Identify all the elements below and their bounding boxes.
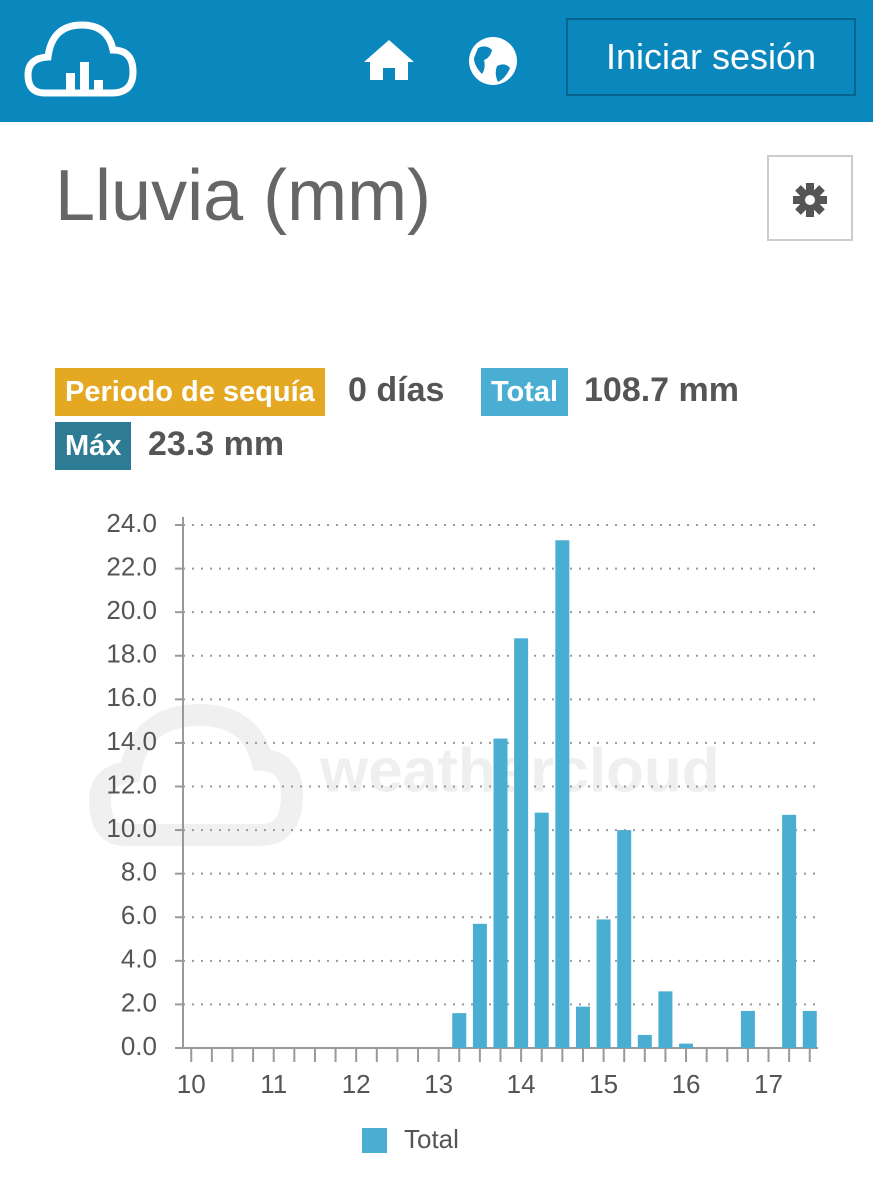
y-tick-label: 18.0 [106, 639, 157, 669]
stat-value: 0 días [348, 371, 445, 409]
bar [534, 812, 549, 1048]
y-tick-label: 8.0 [121, 857, 157, 887]
x-tick-label: 11 [260, 1069, 287, 1099]
logo-bars [66, 62, 103, 95]
legend-swatch [362, 1128, 387, 1153]
login-button[interactable]: Iniciar sesión [566, 18, 856, 96]
bar [575, 1006, 590, 1048]
y-tick-label: 20.0 [106, 595, 157, 625]
page-title: Lluvia (mm) [55, 156, 432, 236]
y-tick-label: 12.0 [106, 769, 157, 799]
stat-value: 108.7 mm [584, 371, 739, 409]
stat-label: Total [481, 368, 569, 416]
bar [472, 923, 487, 1048]
y-tick-label: 16.0 [106, 682, 157, 712]
bar [493, 738, 508, 1048]
stat-value: 23.3 mm [148, 425, 285, 463]
y-tick-label: 10.0 [106, 813, 157, 843]
legend-label: Total [404, 1124, 459, 1154]
y-tick-label: 2.0 [121, 987, 157, 1017]
x-tick-label: 14 [507, 1069, 536, 1099]
y-tick-label: 24.0 [106, 508, 157, 538]
bar [596, 919, 611, 1048]
bar [782, 814, 797, 1048]
bar [740, 1010, 755, 1048]
bar [679, 1043, 694, 1048]
x-tick-label: 16 [672, 1069, 701, 1099]
y-tick-label: 14.0 [106, 726, 157, 756]
settings-button[interactable] [767, 155, 853, 241]
x-tick-label: 17 [754, 1069, 783, 1099]
x-tick-label: 15 [589, 1069, 618, 1099]
bar [555, 540, 570, 1048]
bar [802, 1010, 817, 1048]
x-tick-label: 12 [342, 1069, 371, 1099]
bar [514, 638, 529, 1048]
globe-icon[interactable] [469, 37, 517, 85]
chart: weathercloud 0.02.04.06.08.010.012.014.0… [88, 508, 818, 1154]
stat-label: Máx [55, 422, 132, 470]
bar [617, 830, 632, 1048]
y-tick-label: 22.0 [106, 551, 157, 581]
bar [658, 991, 673, 1048]
y-tick-label: 4.0 [121, 944, 157, 974]
bar [452, 1013, 467, 1048]
y-tick-label: 6.0 [121, 900, 157, 930]
gear-icon [793, 183, 827, 217]
header: Iniciar sesión [0, 0, 873, 122]
header-icons [24, 21, 517, 97]
stat-label: Periodo de sequía [55, 368, 325, 416]
y-tick-label: 0.0 [121, 1031, 157, 1061]
bar [637, 1034, 652, 1048]
logo[interactable] [24, 21, 137, 97]
x-tick-label: 13 [424, 1069, 453, 1099]
home-icon[interactable] [364, 40, 414, 80]
x-tick-label: 10 [177, 1069, 206, 1099]
watermark-logo [88, 703, 304, 846]
